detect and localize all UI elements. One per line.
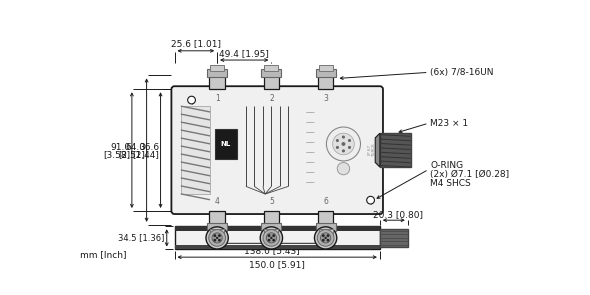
Circle shape <box>348 139 351 142</box>
Circle shape <box>342 135 345 139</box>
Text: 34.5 [1.36]: 34.5 [1.36] <box>118 233 165 242</box>
Bar <box>264 65 278 71</box>
Circle shape <box>337 163 350 175</box>
Circle shape <box>324 237 327 239</box>
Text: ——: —— <box>306 120 316 125</box>
Circle shape <box>320 233 331 243</box>
Circle shape <box>260 227 283 249</box>
Bar <box>264 211 279 225</box>
Text: ——: —— <box>306 180 316 185</box>
Text: ——: —— <box>306 140 316 145</box>
Circle shape <box>266 233 277 243</box>
Circle shape <box>342 149 345 153</box>
Bar <box>209 211 225 225</box>
Text: 2: 2 <box>269 94 274 103</box>
Circle shape <box>209 230 225 246</box>
Text: ——: —— <box>306 130 316 135</box>
Text: ——: —— <box>306 110 316 115</box>
Bar <box>261 223 281 231</box>
Circle shape <box>322 239 325 242</box>
Circle shape <box>326 239 329 242</box>
Circle shape <box>348 146 351 149</box>
Circle shape <box>326 234 329 237</box>
Circle shape <box>218 239 221 242</box>
Text: NL: NL <box>221 141 231 147</box>
Bar <box>318 76 333 89</box>
Circle shape <box>314 227 337 249</box>
Circle shape <box>206 227 228 249</box>
Text: [2.52]: [2.52] <box>118 150 145 159</box>
Bar <box>264 230 278 236</box>
Circle shape <box>216 237 218 239</box>
Bar <box>210 65 224 71</box>
Circle shape <box>333 133 355 155</box>
Circle shape <box>188 96 195 104</box>
Text: 138.0 [5.43]: 138.0 [5.43] <box>244 246 299 255</box>
Text: 5: 5 <box>269 197 274 206</box>
Circle shape <box>317 230 334 246</box>
Circle shape <box>367 196 375 204</box>
Bar <box>316 223 336 231</box>
Bar <box>175 245 380 250</box>
Circle shape <box>214 234 216 237</box>
Circle shape <box>218 234 221 237</box>
Circle shape <box>272 239 275 242</box>
Text: 1: 1 <box>215 94 219 103</box>
Text: 3: 3 <box>323 94 328 103</box>
Polygon shape <box>375 133 380 167</box>
Bar <box>210 230 224 236</box>
Text: ——: —— <box>306 150 316 155</box>
Text: IP 67
TURCK: IP 67 TURCK <box>368 143 376 157</box>
Circle shape <box>272 234 275 237</box>
Circle shape <box>214 239 216 242</box>
Text: 91.0: 91.0 <box>110 142 130 152</box>
Bar <box>261 69 281 77</box>
Bar <box>264 76 279 89</box>
Bar <box>319 65 333 71</box>
Bar <box>207 223 227 231</box>
Bar <box>175 226 380 250</box>
Text: mm [Inch]: mm [Inch] <box>80 250 126 259</box>
Circle shape <box>270 237 273 239</box>
Bar <box>209 76 225 89</box>
Text: 25.6 [1.01]: 25.6 [1.01] <box>171 40 221 48</box>
Circle shape <box>336 139 339 142</box>
Text: 6: 6 <box>323 197 328 206</box>
Circle shape <box>263 230 280 246</box>
Bar <box>380 133 411 167</box>
Bar <box>215 129 237 159</box>
Bar <box>181 106 210 194</box>
Text: O-RING: O-RING <box>430 161 463 170</box>
Text: (2x) Ø7.1 [Ø0.28]: (2x) Ø7.1 [Ø0.28] <box>430 170 509 179</box>
Text: 20.3 [0.80]: 20.3 [0.80] <box>373 210 422 219</box>
Circle shape <box>326 127 360 161</box>
Circle shape <box>268 234 270 237</box>
Text: (6x) 7/8-16UN: (6x) 7/8-16UN <box>430 68 494 77</box>
Bar <box>319 230 333 236</box>
Circle shape <box>342 142 345 146</box>
Text: M4 SHCS: M4 SHCS <box>430 179 471 188</box>
FancyBboxPatch shape <box>172 86 383 214</box>
Circle shape <box>322 234 325 237</box>
Text: 49.4 [1.95]: 49.4 [1.95] <box>219 49 269 58</box>
Bar <box>175 226 380 231</box>
Text: 4: 4 <box>215 197 219 206</box>
Text: ——: —— <box>306 170 316 175</box>
Bar <box>207 69 227 77</box>
Text: [3.58]: [3.58] <box>103 150 130 159</box>
Text: 36.6: 36.6 <box>139 142 159 152</box>
Bar <box>380 229 408 247</box>
Text: ——: —— <box>306 160 316 165</box>
Circle shape <box>212 233 222 243</box>
Bar <box>316 69 336 77</box>
Text: 64.0: 64.0 <box>125 142 145 152</box>
Circle shape <box>268 239 270 242</box>
Text: M23 × 1: M23 × 1 <box>430 119 468 128</box>
Bar <box>318 211 333 225</box>
Circle shape <box>336 146 339 149</box>
Text: [1.44]: [1.44] <box>132 150 159 159</box>
Text: 150.0 [5.91]: 150.0 [5.91] <box>249 260 305 269</box>
